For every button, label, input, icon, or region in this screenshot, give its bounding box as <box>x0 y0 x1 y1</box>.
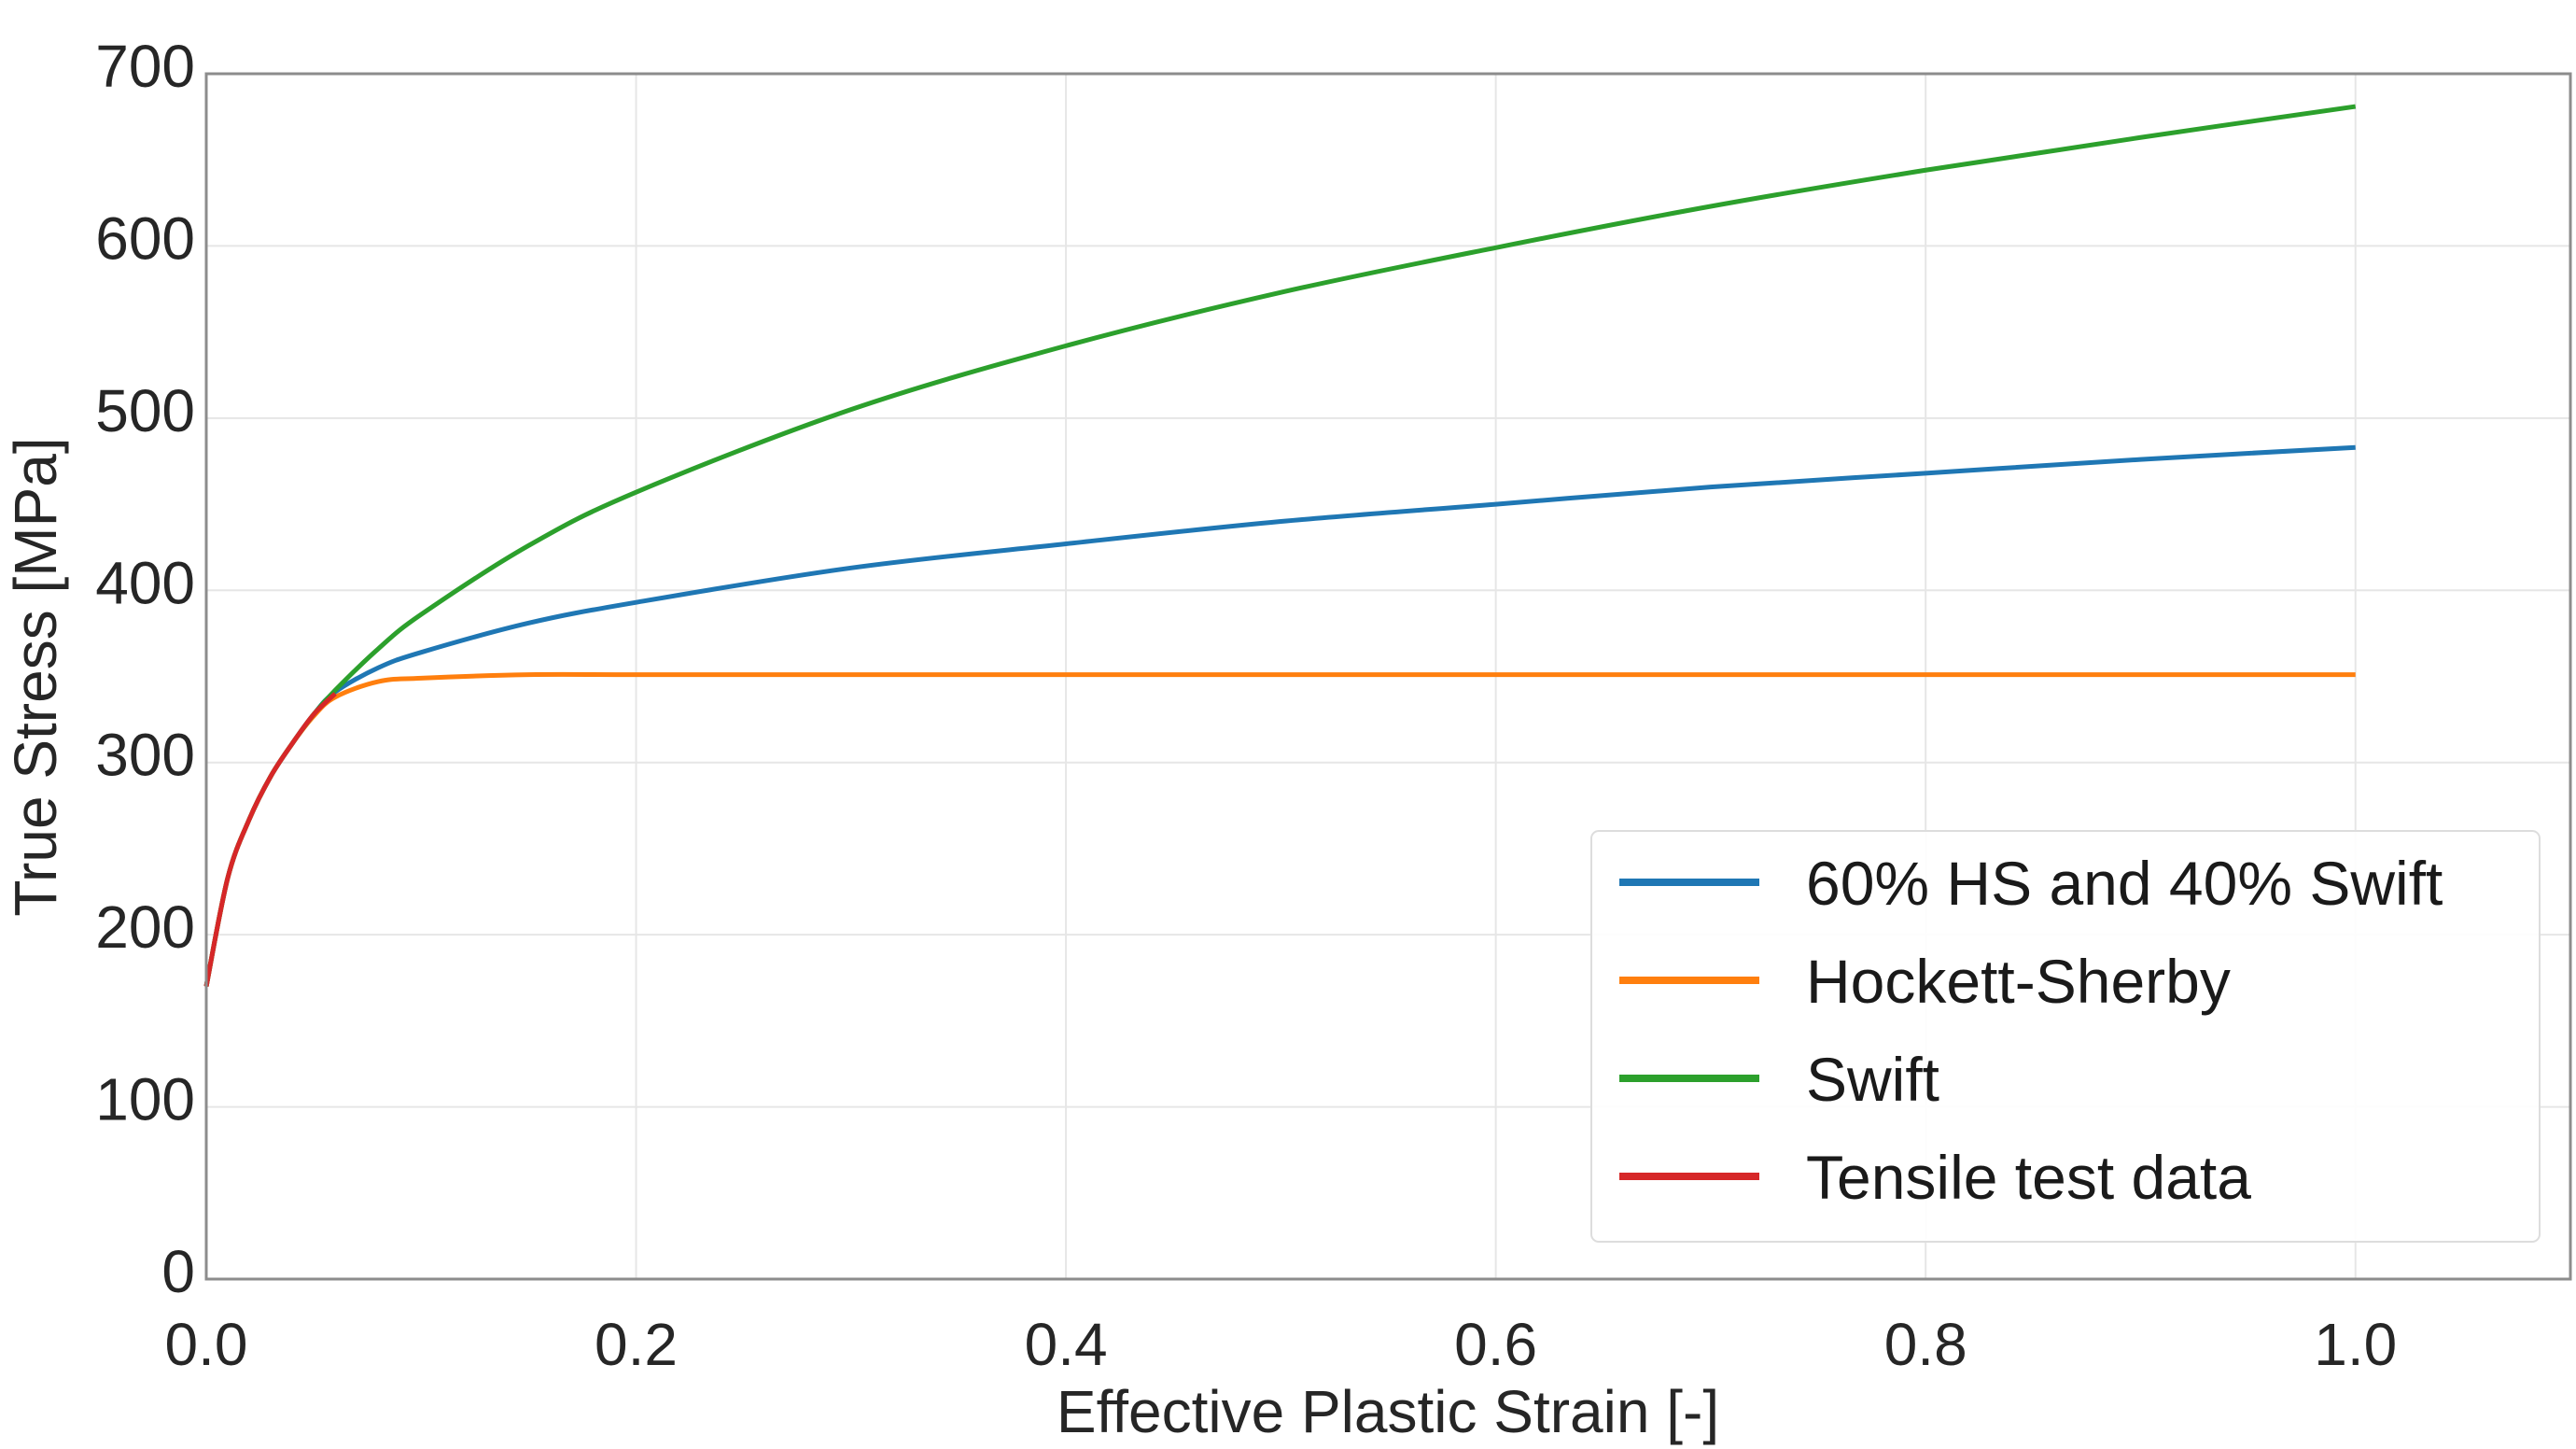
x-tick-label: 0.4 <box>1025 1311 1108 1378</box>
y-tick-label: 200 <box>95 893 195 961</box>
legend-label-60-hs-and-40-swift: 60% HS and 40% Swift <box>1806 849 2443 918</box>
x-tick-label: 0.8 <box>1884 1311 1967 1378</box>
series-line-tensile-test-data <box>203 692 337 987</box>
y-tick-label: 600 <box>95 204 195 272</box>
plot-frame <box>204 72 2572 1281</box>
legend: 60% HS and 40% Swift Hockett-Sherby Swift T… <box>1590 830 2541 1243</box>
legend-box <box>1590 830 2541 1243</box>
x-tick-label: 1.0 <box>2314 1311 2397 1378</box>
y-tick-label: 100 <box>95 1066 195 1133</box>
series-lines <box>203 104 2357 987</box>
legend-label-tensile-test-data: Tensile test data <box>1806 1143 2251 1212</box>
y-axis-label: True Stress [MPa] <box>2 437 69 916</box>
y-tick-label: 0 <box>161 1238 195 1305</box>
y-tick-label: 300 <box>95 722 195 789</box>
x-axis-label: Effective Plastic Strain [-] <box>1057 1378 1719 1445</box>
y-tick-label: 700 <box>95 33 195 100</box>
y-tick-labels: 0 100 200 300 400 500 600 700 <box>95 33 195 1305</box>
y-tick-label: 400 <box>95 549 195 616</box>
x-tick-label: 0.0 <box>165 1311 248 1378</box>
legend-label-hockett-sherby: Hockett-Sherby <box>1806 947 2231 1016</box>
legend-label-swift: Swift <box>1806 1045 1939 1114</box>
y-tick-label: 500 <box>95 377 195 444</box>
x-tick-labels: 0.0 0.2 0.4 0.6 0.8 1.0 <box>165 1311 2398 1378</box>
x-tick-label: 0.2 <box>595 1311 678 1378</box>
x-tick-label: 0.6 <box>1454 1311 1537 1378</box>
